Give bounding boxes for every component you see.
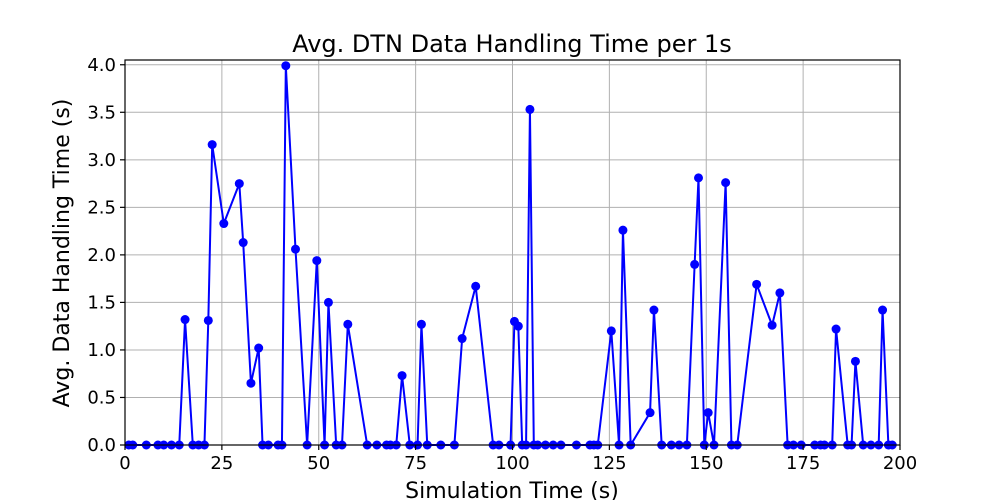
- data-point: [703, 408, 713, 418]
- x-axis-label: Simulation Time (s): [405, 479, 619, 500]
- data-point: [606, 326, 616, 336]
- y-tick-label: 1.5: [87, 292, 116, 313]
- data-point: [690, 259, 700, 269]
- data-point: [471, 281, 481, 291]
- y-tick-label: 0.5: [87, 387, 116, 408]
- data-point: [416, 319, 426, 329]
- data-point: [850, 356, 860, 366]
- data-point: [694, 173, 703, 183]
- data-point: [180, 315, 190, 325]
- series-line: [128, 64, 893, 446]
- data-point: [831, 324, 841, 334]
- y-tick-label: 0.0: [87, 435, 116, 456]
- y-tick-label: 4.0: [87, 55, 116, 76]
- data-point: [323, 297, 333, 307]
- x-tick-label: 75: [404, 453, 427, 474]
- data-point: [721, 178, 731, 188]
- data-point: [525, 104, 535, 114]
- x-axis: 0 25 50 75 100 125 150 175 200: [119, 445, 917, 474]
- y-axis: 0.0 0.5 1.0 1.5 2.0 2.5 3.0 3.5 4.0: [87, 55, 125, 456]
- data-point: [234, 179, 244, 189]
- data-point: [878, 305, 888, 315]
- y-tick-label: 3.5: [87, 102, 116, 123]
- data-point: [767, 320, 777, 330]
- y-tick-label: 1.0: [87, 340, 116, 361]
- data-point: [203, 315, 213, 325]
- x-tick-label: 200: [883, 453, 917, 474]
- x-tick-label: 100: [495, 453, 529, 474]
- x-tick-label: 125: [592, 453, 626, 474]
- data-point: [207, 140, 217, 150]
- data-point: [343, 319, 353, 329]
- data-point: [312, 256, 322, 266]
- x-tick-label: 150: [689, 453, 723, 474]
- y-tick-label: 2.5: [87, 197, 116, 218]
- y-tick-label: 3.0: [87, 150, 116, 171]
- data-point: [645, 408, 655, 418]
- data-point: [291, 244, 300, 254]
- data-point: [513, 321, 523, 331]
- x-tick-label: 25: [210, 453, 233, 474]
- data-point: [649, 305, 659, 315]
- data-point: [618, 225, 628, 235]
- data-point: [752, 279, 762, 289]
- data-point: [397, 371, 407, 381]
- data-point: [775, 288, 785, 298]
- data-point: [238, 238, 248, 248]
- x-tick-label: 175: [786, 453, 820, 474]
- data-point: [219, 219, 229, 229]
- data-point: [246, 378, 256, 388]
- grid: [124, 60, 901, 446]
- x-tick-label: 0: [119, 453, 130, 474]
- chart-title: Avg. DTN Data Handling Time per 1s: [292, 30, 732, 58]
- data-point: [281, 61, 291, 71]
- x-tick-label: 50: [307, 453, 330, 474]
- y-axis-label: Avg. Data Handling Time (s): [50, 99, 75, 408]
- data-point: [457, 334, 467, 344]
- y-tick-label: 2.0: [87, 245, 116, 266]
- data-point: [254, 343, 264, 353]
